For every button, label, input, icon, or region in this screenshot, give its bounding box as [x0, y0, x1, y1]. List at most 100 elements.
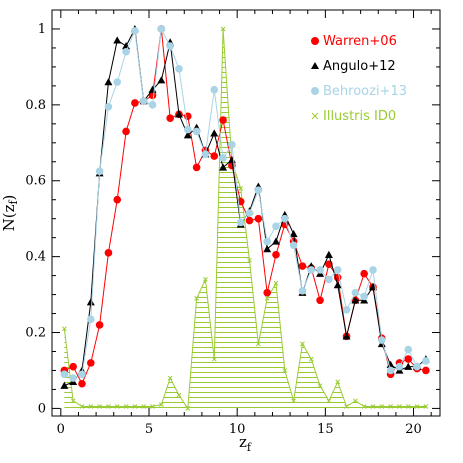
data-point-stroke — [132, 404, 138, 409]
data-point — [210, 129, 219, 137]
data-point-stroke — [255, 341, 261, 347]
data-point — [97, 404, 102, 409]
data-point — [104, 102, 113, 111]
legend-marker-stroke — [311, 112, 319, 120]
legend-label: Behroozi+13 — [323, 84, 407, 99]
data-point — [325, 275, 333, 284]
data-point — [114, 404, 120, 409]
y-tick-label: 0.8 — [25, 98, 46, 113]
data-point — [282, 368, 288, 373]
legend-item: Angulo+12 — [311, 59, 396, 74]
data-point — [210, 152, 219, 160]
data-point — [157, 25, 166, 33]
data-point — [298, 262, 307, 270]
data-point — [95, 167, 104, 176]
data-point-stroke — [405, 404, 411, 409]
data-point — [300, 341, 305, 347]
data-point — [316, 266, 324, 274]
data-point — [369, 266, 377, 274]
series-behroozi-13 — [60, 25, 430, 382]
data-point — [175, 65, 183, 73]
data-point-stroke — [167, 375, 173, 381]
data-point — [386, 360, 395, 368]
data-point — [379, 404, 385, 409]
data-point — [166, 42, 174, 50]
data-point-stroke — [123, 404, 129, 409]
data-point-stroke — [97, 404, 102, 409]
data-point-stroke — [247, 258, 252, 263]
data-point — [60, 370, 69, 379]
data-point — [360, 269, 368, 278]
data-point — [351, 296, 360, 304]
data-point — [106, 404, 111, 409]
data-point — [254, 186, 263, 195]
data-point-stroke — [185, 406, 191, 411]
data-point-stroke — [388, 404, 393, 409]
data-point — [201, 150, 210, 158]
data-point-stroke — [141, 404, 147, 409]
data-point — [263, 245, 272, 253]
data-point-stroke — [158, 402, 164, 407]
data-point-stroke — [203, 277, 208, 282]
data-point — [316, 296, 324, 305]
x-tick-label: 10 — [229, 422, 246, 437]
data-point — [386, 366, 395, 375]
data-point-stroke — [150, 404, 155, 409]
data-point — [395, 362, 404, 371]
data-point — [271, 237, 280, 245]
data-point — [317, 383, 323, 388]
data-point — [254, 214, 263, 223]
data-point-stroke — [273, 280, 279, 286]
data-point — [291, 398, 296, 404]
data-point — [220, 26, 226, 32]
series-illustris-id0 — [61, 26, 429, 411]
data-point — [123, 404, 129, 409]
data-point-stroke — [238, 185, 244, 191]
plot-area — [60, 24, 430, 411]
data-point — [104, 78, 113, 86]
data-point-stroke — [291, 398, 296, 404]
data-point — [351, 288, 360, 297]
data-point — [255, 341, 261, 347]
data-point — [141, 404, 147, 409]
data-point — [150, 404, 155, 409]
x-axis-title-subscript: f — [247, 441, 252, 454]
legend-marker — [311, 112, 319, 120]
data-point — [192, 127, 201, 136]
data-point — [148, 91, 157, 100]
y-tick-label: 0 — [38, 401, 46, 416]
data-point — [122, 47, 130, 56]
data-point — [404, 355, 413, 363]
data-point-stroke — [114, 404, 120, 409]
data-point-stroke — [220, 26, 226, 32]
data-point — [324, 250, 333, 258]
data-point — [113, 78, 122, 86]
data-point — [113, 36, 122, 44]
data-point — [342, 332, 351, 340]
data-point — [264, 296, 270, 301]
data-point-stroke — [300, 341, 305, 347]
data-point — [247, 258, 252, 263]
data-point-stroke — [194, 296, 199, 301]
data-point — [308, 356, 314, 362]
data-point — [335, 379, 341, 385]
legend-marker — [311, 87, 319, 95]
data-point — [245, 209, 254, 217]
data-point-stroke — [344, 404, 349, 409]
data-point — [307, 266, 316, 274]
y-axis-title-close: ) — [0, 195, 18, 201]
y-axis-title-subscript: f — [7, 200, 20, 205]
x-tick-label: 15 — [317, 422, 334, 437]
data-point — [70, 398, 76, 404]
illustris-hatch-fill — [64, 28, 426, 409]
y-tick-label: 1 — [38, 22, 46, 37]
data-point-stroke — [264, 296, 270, 301]
data-point-stroke — [397, 404, 402, 409]
data-point — [333, 266, 342, 274]
data-point — [157, 76, 166, 84]
legend-label: Warren+06 — [323, 34, 397, 49]
y-tick-label: 0.6 — [25, 174, 46, 189]
data-point — [289, 229, 298, 238]
data-point-stroke — [423, 404, 429, 409]
